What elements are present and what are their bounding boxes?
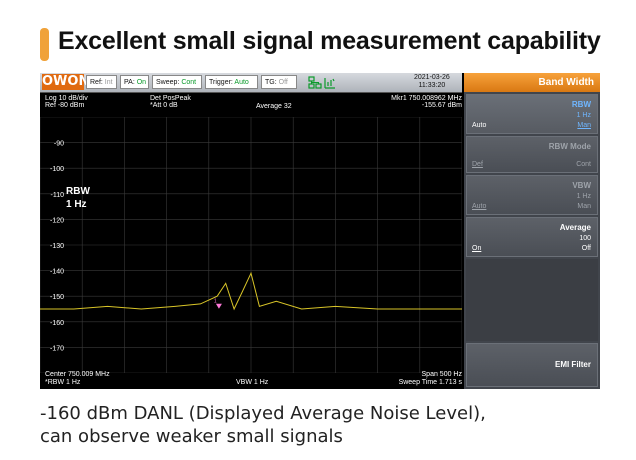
caption-line-2: can observe weaker small signals bbox=[40, 426, 343, 447]
headline: Excellent small signal measurement capab… bbox=[58, 27, 601, 55]
rbw-readout: *RBW 1 Hz bbox=[45, 379, 81, 386]
span-readout: Span 500 Hz bbox=[421, 371, 462, 378]
accent-bar bbox=[40, 28, 49, 61]
sweep-time-readout: Sweep Time 1.713 s bbox=[398, 379, 462, 386]
datetime: 2021-03-26 11:33:20 bbox=[414, 74, 450, 90]
bottom-bar: Center 750.009 MHz *RBW 1 Hz VBW 1 Hz Sp… bbox=[40, 371, 462, 389]
rbw-mode-softkey[interactable]: RBW Mode Def Cont bbox=[466, 136, 598, 173]
rbw-softkey-value: 1 Hz bbox=[576, 112, 591, 119]
rbw-softkey-name: RBW bbox=[571, 100, 591, 109]
trace-line bbox=[40, 271, 462, 311]
ref-level-label: Ref -80 dBm bbox=[45, 102, 85, 109]
average-softkey-name: Average bbox=[559, 223, 591, 232]
y-tick-label: -90 bbox=[54, 141, 64, 148]
sweep-button[interactable]: Sweep: Cont bbox=[152, 75, 202, 89]
rbw-softkey[interactable]: RBW 1 Hz Auto Man bbox=[466, 94, 598, 134]
y-tick-label: -150 bbox=[50, 294, 64, 301]
y-tick-label: -170 bbox=[50, 345, 64, 352]
rbw-mode-def-option[interactable]: Def bbox=[472, 161, 483, 168]
pa-label: PA: bbox=[124, 79, 135, 86]
y-tick-labels: -90 -100 -110 -120 -130 -140 -150 -160 -170 bbox=[50, 141, 64, 353]
pa-button[interactable]: PA: On bbox=[120, 75, 149, 89]
detector-label: Det PosPeak bbox=[150, 95, 191, 102]
analyzer-screen: OWON Ref: Int PA: On Sweep: Cont Trigger… bbox=[40, 73, 600, 389]
average-softkey[interactable]: Average 100 On Off bbox=[466, 217, 598, 257]
y-tick-label: -130 bbox=[50, 243, 64, 250]
rbw-overlay-value: 1 Hz bbox=[66, 199, 87, 210]
caption: -160 dBm DANL (Displayed Average Noise L… bbox=[40, 402, 486, 448]
average-off-option[interactable]: Off bbox=[581, 245, 591, 252]
trace-group bbox=[40, 271, 462, 311]
rbw-auto-option[interactable]: Auto bbox=[472, 122, 487, 129]
rbw-overlay-title: RBW bbox=[66, 186, 90, 197]
vbw-softkey-name: VBW bbox=[572, 181, 591, 190]
marker-1-label: 1 bbox=[214, 299, 217, 305]
caption-line-1: -160 dBm DANL (Displayed Average Noise L… bbox=[40, 403, 486, 424]
ref-button[interactable]: Ref: Int bbox=[86, 75, 117, 89]
panel-title: Band Width bbox=[464, 73, 600, 92]
softkey-panel: Band Width RBW 1 Hz Auto Man RBW Mode De… bbox=[464, 73, 600, 389]
y-tick-label: -110 bbox=[51, 192, 65, 199]
scale-label: Log 10 dB/div bbox=[45, 95, 88, 102]
y-tick-label: -160 bbox=[50, 320, 64, 327]
toolbar: OWON Ref: Int PA: On Sweep: Cont Trigger… bbox=[40, 73, 462, 93]
empty-softkey-area bbox=[466, 259, 598, 341]
vbw-man-option[interactable]: Man bbox=[577, 203, 591, 210]
center-frequency: Center 750.009 MHz bbox=[45, 371, 110, 378]
vbw-readout: VBW 1 Hz bbox=[236, 379, 269, 386]
date: 2021-03-26 bbox=[414, 74, 450, 81]
network-icon bbox=[308, 76, 335, 89]
vbw-auto-option[interactable]: Auto bbox=[472, 203, 487, 210]
trigger-value: Auto bbox=[234, 79, 249, 86]
trigger-button[interactable]: Trigger: Auto bbox=[205, 75, 258, 89]
owon-logo: OWON bbox=[42, 74, 90, 90]
marker-frequency: Mkr1 750.008962 MHz bbox=[391, 95, 462, 102]
spectrum-plot[interactable]: -90 -100 -110 -120 -130 -140 -150 -160 -170 1 RB… bbox=[40, 117, 462, 373]
vbw-softkey[interactable]: VBW 1 Hz Auto Man bbox=[466, 175, 598, 215]
marker-level: -155.67 dBm bbox=[421, 102, 462, 109]
tg-button[interactable]: TG: Off bbox=[261, 75, 297, 89]
ref-value: Int bbox=[104, 79, 113, 86]
y-tick-label: -120 bbox=[50, 217, 64, 224]
ref-label: Ref: bbox=[90, 79, 103, 86]
rbw-man-option[interactable]: Man bbox=[577, 122, 591, 129]
info-bar: Log 10 dB/div Ref -80 dBm Det PosPeak *A… bbox=[40, 93, 462, 117]
average-label: Average 32 bbox=[256, 103, 292, 110]
average-softkey-value: 100 bbox=[579, 235, 591, 242]
vbw-softkey-value: 1 Hz bbox=[576, 193, 591, 200]
plot-grid bbox=[40, 117, 462, 373]
time: 11:33:20 bbox=[418, 82, 446, 89]
y-tick-label: -100 bbox=[50, 166, 64, 173]
y-tick-label: -140 bbox=[50, 269, 64, 276]
emi-filter-softkey-name: EMI Filter bbox=[554, 360, 591, 369]
sweep-value: Cont bbox=[181, 79, 197, 86]
marker-1-pointer[interactable] bbox=[215, 303, 222, 309]
rbw-mode-softkey-name: RBW Mode bbox=[548, 142, 591, 151]
emi-filter-softkey[interactable]: EMI Filter bbox=[466, 343, 598, 387]
marker-group: 1 bbox=[214, 299, 222, 309]
pa-value: On bbox=[136, 79, 147, 86]
sweep-label: Sweep: bbox=[156, 79, 180, 86]
rbw-mode-cont-option[interactable]: Cont bbox=[576, 161, 591, 168]
tg-value: Off bbox=[278, 79, 288, 86]
trigger-label: Trigger: bbox=[209, 79, 233, 86]
attenuation-label: *Att 0 dB bbox=[150, 102, 178, 109]
tg-label: TG: bbox=[265, 79, 277, 86]
average-on-option[interactable]: On bbox=[472, 245, 482, 252]
